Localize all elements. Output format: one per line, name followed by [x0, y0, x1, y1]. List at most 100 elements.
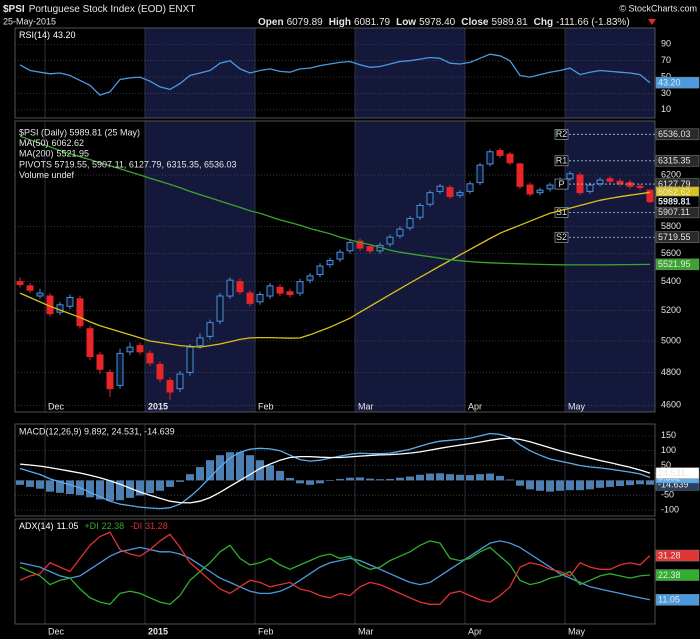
histogram-bar [346, 477, 354, 481]
candle-body [266, 285, 274, 297]
candle-body [106, 371, 114, 390]
x-tick-label: 2015 [148, 626, 168, 636]
quote-label: High [329, 17, 351, 28]
month-shade [565, 121, 655, 412]
candle-body [286, 291, 294, 296]
legend-volume: Volume undef [19, 170, 75, 180]
histogram-bar [316, 480, 324, 484]
panel: 4600 4800 5000 5200 5400 5600 5800 6200 R2 R1 P S1 S… [14, 120, 700, 413]
candle-body [36, 292, 44, 297]
plot-area [19, 53, 651, 96]
candle-body [76, 298, 84, 327]
legend-value: 6062.62 [52, 138, 85, 148]
y-tick-label: 5000 [661, 335, 681, 345]
series-line [19, 531, 651, 605]
x-tick-label: Mar [358, 626, 374, 636]
value-tag: 6536.03 [658, 129, 691, 139]
histogram-bar [136, 480, 144, 496]
pivot-label: P [558, 179, 564, 189]
candle-body [216, 295, 224, 322]
histogram-bar [336, 478, 344, 481]
histogram-bar [236, 452, 244, 481]
candle-body [16, 281, 24, 285]
candle-body [616, 180, 624, 185]
plot-area: R2 R1 P S1 S2 [16, 129, 655, 401]
histogram-bar [206, 460, 214, 481]
histogram-bar [616, 480, 624, 487]
panel-background [15, 28, 655, 118]
value-tag-box [655, 258, 700, 271]
candle-body [566, 173, 574, 180]
histogram-bar [326, 480, 334, 481]
x-tick-label: Dec [48, 626, 65, 636]
value-tag: 5719.55 [658, 232, 691, 242]
panel-frame [14, 518, 656, 625]
candle-body [526, 184, 534, 195]
histogram-bar [296, 480, 304, 484]
candle-body [126, 346, 134, 353]
value-tag: 5521.95 [658, 259, 691, 269]
value-tag-box [655, 231, 700, 244]
pivot-label: R2 [556, 129, 568, 139]
plot-area [19, 531, 651, 606]
candle-body [416, 204, 424, 218]
panel-frame [14, 27, 656, 119]
candle-body [466, 183, 474, 192]
candle-body [136, 345, 144, 353]
candle-body [166, 380, 174, 393]
value-tag: 31.28 [658, 550, 681, 560]
value-tag: -14.639 [658, 480, 689, 490]
month-shade [145, 121, 255, 412]
histogram-bar [476, 474, 484, 481]
x-tick-label: May [568, 401, 586, 411]
candle-body [96, 354, 104, 370]
candle-body [636, 185, 644, 188]
legend-value: 31.28 [145, 521, 168, 531]
histogram-bar [416, 474, 424, 481]
x-tick-label: Apr [468, 626, 482, 636]
x-tick-label: Feb [258, 626, 274, 636]
legend-name: MA(200) [19, 149, 54, 159]
candle-body [26, 285, 34, 291]
candle-body [226, 279, 234, 297]
value-tag: 22.38 [658, 570, 681, 580]
y-tick-label: 4600 [661, 400, 681, 410]
histogram-bar [256, 460, 264, 481]
legend-value: 11.05 [57, 521, 79, 531]
y-tick-label: 4800 [661, 367, 681, 377]
histogram-bar [466, 475, 474, 481]
candle-body [426, 192, 434, 205]
histogram-bar [266, 465, 274, 481]
value-tag: 5989.81 [658, 197, 691, 207]
histogram-bar [366, 478, 374, 481]
quote-label: Close [461, 17, 489, 28]
legend-entry: MA(200) 5521.95 [19, 149, 89, 159]
candle-body [606, 178, 614, 182]
y-tick-label: -100 [661, 504, 679, 514]
histogram-bar [576, 480, 584, 491]
pivot-label-box [554, 155, 569, 167]
quote-value: 6079.89 [287, 17, 324, 28]
panel-frame [14, 120, 656, 413]
histogram-bar [36, 480, 44, 489]
series-line [19, 191, 651, 348]
legend-price: $PSI (Daily) 5989.81 (25 May) [19, 127, 140, 137]
histogram-bar [506, 479, 514, 481]
histogram-bar [496, 475, 504, 481]
histogram-bar [116, 480, 124, 501]
candle-body [206, 322, 214, 337]
legend-value: 43.20 [53, 30, 76, 40]
legend-entry: MA(50) 6062.62 [19, 138, 84, 148]
histogram-bar [556, 480, 564, 491]
candle-body [536, 189, 544, 194]
value-tag-box [655, 76, 700, 89]
candle-body [86, 328, 94, 358]
histogram-bar [606, 480, 614, 487]
legend-value: 22.38 [102, 521, 125, 531]
histogram-bar [96, 480, 104, 500]
y-tick-label: 10 [661, 104, 671, 114]
month-shade [355, 28, 465, 118]
value-tag: 6062.62 [658, 187, 691, 197]
x-tick-label: Apr [468, 401, 482, 411]
